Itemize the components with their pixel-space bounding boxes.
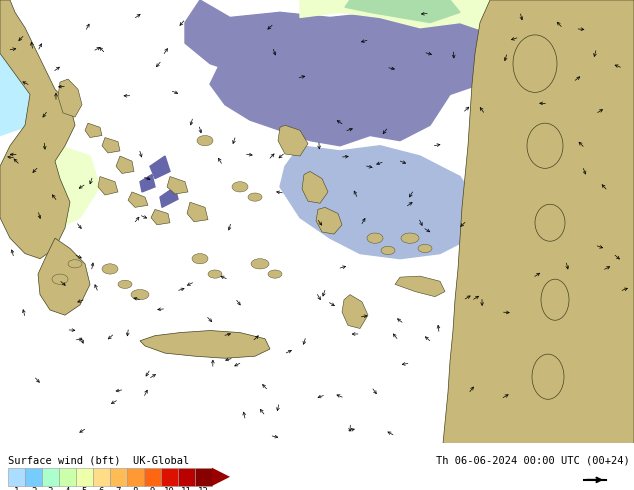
- Ellipse shape: [118, 280, 132, 289]
- Polygon shape: [395, 276, 445, 296]
- Bar: [144, 468, 161, 486]
- Polygon shape: [316, 207, 342, 234]
- Ellipse shape: [401, 233, 419, 243]
- Ellipse shape: [192, 253, 208, 264]
- Bar: [93, 468, 110, 486]
- Polygon shape: [342, 294, 368, 328]
- Ellipse shape: [532, 354, 564, 399]
- Ellipse shape: [131, 290, 149, 300]
- Ellipse shape: [527, 123, 563, 169]
- Ellipse shape: [367, 233, 383, 243]
- Polygon shape: [128, 192, 148, 207]
- Text: 4: 4: [65, 488, 70, 490]
- Polygon shape: [443, 0, 634, 443]
- Polygon shape: [187, 202, 208, 222]
- Polygon shape: [140, 174, 155, 192]
- Text: 2: 2: [31, 488, 36, 490]
- Bar: [110, 468, 127, 486]
- Ellipse shape: [68, 260, 82, 268]
- Polygon shape: [278, 125, 308, 156]
- Ellipse shape: [251, 259, 269, 269]
- Bar: [178, 468, 195, 486]
- Text: 6: 6: [99, 488, 104, 490]
- Polygon shape: [280, 146, 480, 259]
- Polygon shape: [140, 331, 270, 358]
- Polygon shape: [210, 43, 450, 146]
- Text: 8: 8: [133, 488, 138, 490]
- Polygon shape: [0, 0, 75, 259]
- Ellipse shape: [52, 274, 68, 284]
- Polygon shape: [185, 0, 510, 105]
- Bar: [127, 468, 144, 486]
- Polygon shape: [85, 123, 102, 138]
- Bar: [161, 468, 178, 486]
- Bar: [76, 468, 93, 486]
- Bar: [42, 468, 59, 486]
- Polygon shape: [160, 187, 178, 207]
- Text: Th 06-06-2024 00:00 UTC (00+24): Th 06-06-2024 00:00 UTC (00+24): [436, 456, 630, 466]
- Polygon shape: [212, 468, 230, 486]
- Polygon shape: [302, 172, 328, 203]
- Bar: [195, 468, 212, 486]
- Text: 7: 7: [116, 488, 121, 490]
- Text: 11: 11: [181, 488, 192, 490]
- Polygon shape: [151, 209, 170, 225]
- Polygon shape: [345, 0, 460, 23]
- Text: 3: 3: [48, 488, 53, 490]
- Text: 9: 9: [150, 488, 155, 490]
- Ellipse shape: [381, 246, 395, 255]
- Ellipse shape: [535, 204, 565, 241]
- Text: 12: 12: [198, 488, 209, 490]
- Ellipse shape: [197, 136, 213, 146]
- Ellipse shape: [541, 279, 569, 320]
- Ellipse shape: [513, 35, 557, 93]
- Ellipse shape: [248, 193, 262, 201]
- Bar: [8, 468, 25, 486]
- Text: 10: 10: [164, 488, 175, 490]
- Polygon shape: [20, 146, 100, 238]
- Polygon shape: [58, 79, 82, 117]
- Polygon shape: [102, 138, 120, 153]
- Polygon shape: [38, 238, 90, 315]
- Polygon shape: [98, 176, 118, 195]
- Bar: [25, 468, 42, 486]
- Text: 1: 1: [14, 488, 19, 490]
- Ellipse shape: [418, 245, 432, 252]
- Text: 5: 5: [82, 488, 87, 490]
- Ellipse shape: [232, 182, 248, 192]
- Text: Surface wind (bft)  UK-Global: Surface wind (bft) UK-Global: [8, 456, 190, 466]
- Ellipse shape: [102, 264, 118, 274]
- Ellipse shape: [208, 270, 222, 278]
- Polygon shape: [150, 156, 170, 179]
- Polygon shape: [300, 0, 510, 33]
- Polygon shape: [116, 156, 134, 173]
- Polygon shape: [167, 176, 188, 194]
- Ellipse shape: [268, 270, 282, 278]
- Polygon shape: [0, 43, 50, 136]
- Bar: [59, 468, 76, 486]
